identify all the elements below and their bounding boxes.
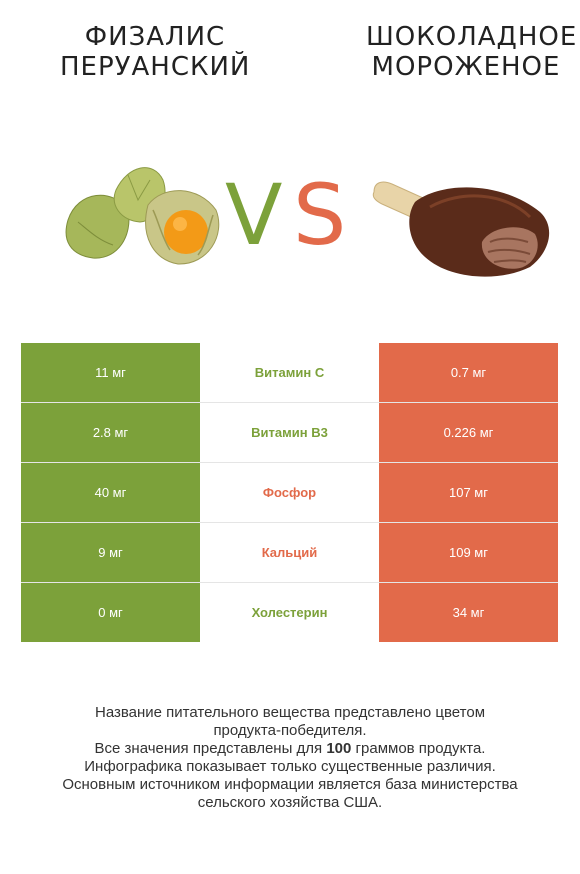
row-divider bbox=[21, 522, 558, 523]
right-title-line-1: ШОКОЛАДНОЕ bbox=[366, 22, 578, 52]
left-value-cell: 11 мг bbox=[21, 343, 200, 402]
right-value-cell: 109 мг bbox=[379, 523, 558, 582]
left-title-line-1: ФИЗАЛИС bbox=[84, 22, 226, 52]
footnote-line: продукта-победителя. bbox=[213, 722, 367, 739]
footnote-line: Основным источником информации является … bbox=[62, 776, 518, 793]
row-divider bbox=[21, 582, 558, 583]
table-row: 2.8 мг Витамин B3 0.226 мг bbox=[21, 403, 558, 463]
footnote-line: сельского хозяйства США. bbox=[197, 794, 383, 811]
comparison-table: 11 мг Витамин C 0.7 мг 2.8 мг Витамин B3… bbox=[21, 343, 558, 643]
nutrient-name-cell: Витамин B3 bbox=[200, 403, 379, 462]
left-value-cell: 2.8 мг bbox=[21, 403, 200, 462]
right-value-cell: 0.7 мг bbox=[379, 343, 558, 402]
footnote-line: Инфографика показывает только существенн… bbox=[84, 758, 496, 775]
right-value-cell: 107 мг bbox=[379, 463, 558, 522]
vs-s-letter: S bbox=[293, 166, 347, 264]
left-value-cell: 0 мг bbox=[21, 583, 200, 642]
left-title-line-2: ПЕРУАНСКИЙ bbox=[60, 52, 251, 82]
nutrient-name-cell: Холестерин bbox=[200, 583, 379, 642]
left-value-cell: 9 мг bbox=[21, 523, 200, 582]
footnotes: Название питательного вещества представл… bbox=[20, 704, 560, 812]
nutrient-name-cell: Витамин C bbox=[200, 343, 379, 402]
row-divider bbox=[21, 462, 558, 463]
physalis-image bbox=[65, 167, 220, 265]
nutrient-name-cell: Кальций bbox=[200, 523, 379, 582]
right-value-cell: 34 мг bbox=[379, 583, 558, 642]
table-row: 0 мг Холестерин 34 мг bbox=[21, 583, 558, 643]
nutrient-name-cell: Фосфор bbox=[200, 463, 379, 522]
table-row: 40 мг Фосфор 107 мг bbox=[21, 463, 558, 523]
row-divider bbox=[21, 402, 558, 403]
right-value-cell: 0.226 мг bbox=[379, 403, 558, 462]
table-row: 11 мг Витамин C 0.7 мг bbox=[21, 343, 558, 403]
chocolate-ice-cream-image bbox=[372, 181, 550, 277]
left-product-title: ФИЗАЛИС ПЕРУАНСКИЙ bbox=[60, 22, 250, 82]
right-product-title: ШОКОЛАДНОЕ МОРОЖЕНОЕ bbox=[366, 22, 578, 82]
left-value-cell: 40 мг bbox=[21, 463, 200, 522]
right-title-line-2: МОРОЖЕНОЕ bbox=[371, 52, 561, 82]
vs-label: V S bbox=[225, 170, 355, 260]
vs-v-letter: V bbox=[225, 166, 283, 264]
footnote-line: Название питательного вещества представл… bbox=[94, 704, 486, 721]
footnote-line: Все значения представлены для 100 граммо… bbox=[94, 740, 486, 757]
table-row: 9 мг Кальций 109 мг bbox=[21, 523, 558, 583]
